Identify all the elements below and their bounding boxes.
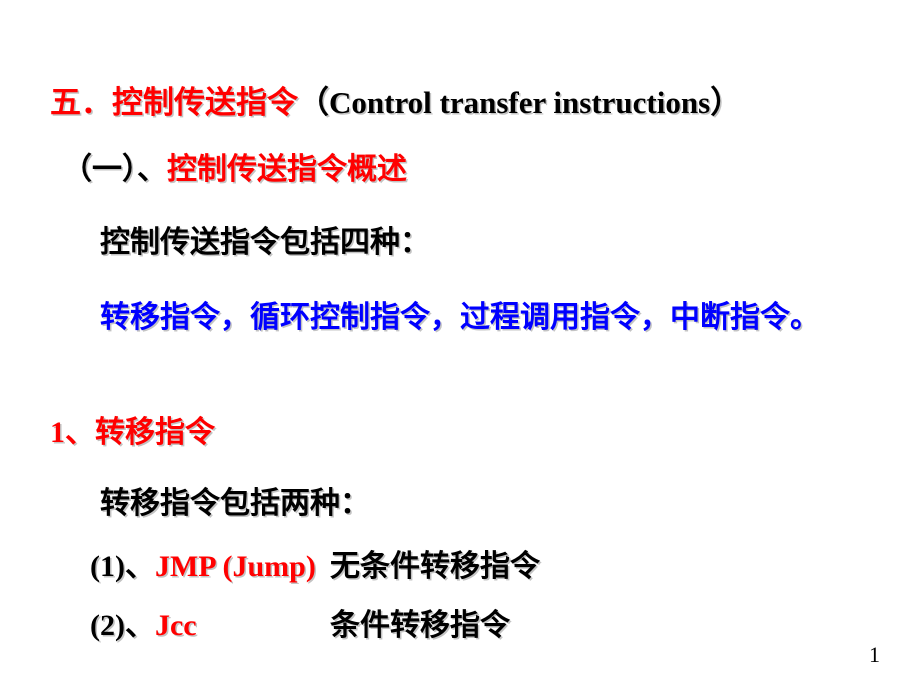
item1-keyword: JMP (Jump) <box>155 544 330 589</box>
item2-prefix: (2)、 <box>90 609 155 642</box>
overview-title: 控制传送指令概述 <box>167 153 407 186</box>
overview-line1: 控制传送指令包括四种： <box>100 220 870 265</box>
overview-prefix: （一）、 <box>62 153 167 186</box>
slide-title: 五．控制传送指令（Control transfer instructions） <box>50 80 870 127</box>
title-chinese: 五．控制传送指令 <box>50 85 298 120</box>
item1-desc: 无条件转移指令 <box>330 550 540 583</box>
title-paren-close: ） <box>710 85 741 120</box>
overview-heading: （一）、控制传送指令概述 <box>62 147 870 192</box>
page-number: 1 <box>869 642 880 668</box>
section1-heading: 1、转移指令 <box>50 410 870 455</box>
title-english: Control transfer instructions <box>329 85 710 120</box>
section1-line1: 转移指令包括两种： <box>100 481 870 526</box>
slide-content: 五．控制传送指令（Control transfer instructions） … <box>0 0 920 648</box>
title-paren-open: （ <box>298 85 329 120</box>
item2-desc: 条件转移指令 <box>330 609 510 642</box>
section1-item2: (2)、Jcc条件转移指令 <box>90 603 870 648</box>
item1-prefix: (1)、 <box>90 550 155 583</box>
overview-line2: 转移指令，循环控制指令，过程调用指令，中断指令。 <box>100 295 870 340</box>
section1-item1: (1)、JMP (Jump)无条件转移指令 <box>90 544 870 589</box>
item2-keyword: Jcc <box>155 603 330 648</box>
